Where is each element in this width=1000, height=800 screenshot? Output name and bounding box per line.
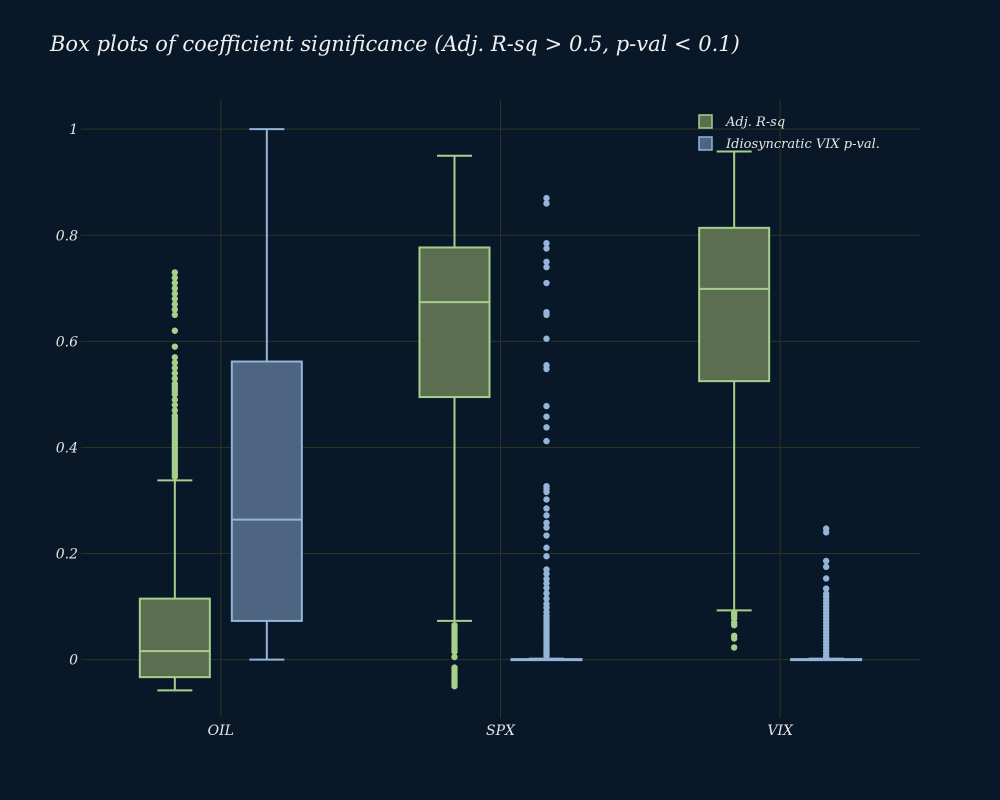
x-tick-label: OIL <box>208 723 234 739</box>
outlier-point <box>543 279 550 287</box>
outlier-point <box>822 529 830 536</box>
outlier-point <box>171 354 179 361</box>
outlier-point <box>543 505 550 512</box>
y-tick-label: 0.6 <box>56 334 78 350</box>
outlier-point <box>171 369 179 377</box>
outlier-point <box>543 532 550 539</box>
box-oil-adj-r-sq <box>138 269 211 692</box>
box-iqr <box>138 597 211 679</box>
y-tick-label: 0.2 <box>56 547 78 563</box>
outlier-point <box>543 544 550 551</box>
outlier-point <box>171 401 179 409</box>
outlier-point <box>451 682 458 690</box>
outlier-point <box>543 437 550 445</box>
outlier-point <box>730 644 738 651</box>
outlier-point <box>543 595 550 602</box>
outlier-point <box>543 335 550 342</box>
outlier-point <box>171 285 179 292</box>
outlier-point <box>543 263 550 271</box>
outlier-point <box>543 580 550 587</box>
outlier-point <box>171 306 179 313</box>
outlier-point <box>171 364 179 372</box>
outlier-point <box>543 402 550 410</box>
outlier-point <box>451 653 458 661</box>
box-iqr <box>698 226 771 383</box>
legend-swatch <box>698 114 713 129</box>
outlier-point <box>171 407 179 414</box>
outlier-point <box>543 584 550 592</box>
outlier-point <box>171 274 179 281</box>
outlier-point <box>543 512 550 519</box>
legend[interactable]: Adj. R-sq Idiosyncratic VIX p-val. <box>698 114 880 152</box>
box-iqr <box>230 360 303 622</box>
y-tick-label: 0 <box>69 653 78 669</box>
chart-title: Box plots of coefficient significance (A… <box>49 32 740 56</box>
outlier-point <box>543 590 550 597</box>
plot-area <box>138 128 863 692</box>
box-vix-adj-r-sq <box>698 150 771 651</box>
outlier-point <box>171 359 179 366</box>
outlier-point <box>171 396 179 403</box>
outlier-point <box>543 496 550 503</box>
outlier-point <box>171 311 179 319</box>
y-tick-label: 0.8 <box>56 228 78 244</box>
outlier-point <box>171 290 179 297</box>
outlier-point <box>171 343 179 350</box>
box-iqr <box>418 246 491 399</box>
outlier-point <box>171 412 179 419</box>
outlier-point <box>543 365 550 373</box>
outlier-point <box>543 652 550 660</box>
outlier-point <box>171 295 179 303</box>
outlier-point <box>543 570 550 577</box>
x-tick-label: VIX <box>767 723 794 739</box>
outlier-point <box>730 635 738 642</box>
outlier-point <box>171 301 179 308</box>
y-tick-label: 1 <box>69 122 78 138</box>
box-spx-vix-p-val <box>510 194 583 662</box>
outlier-point <box>543 240 550 247</box>
outlier-point <box>543 553 550 560</box>
outlier-point <box>822 585 830 592</box>
outlier-point <box>171 269 179 276</box>
outlier-point <box>171 327 179 334</box>
outlier-point <box>543 524 550 531</box>
box-spx-adj-r-sq <box>418 154 491 690</box>
outlier-point <box>171 375 179 382</box>
outlier-point <box>543 311 550 319</box>
outlier-point <box>822 575 830 582</box>
outlier-point <box>543 424 550 431</box>
legend-label: Adj. R-sq <box>725 115 785 130</box>
outlier-point <box>543 413 550 420</box>
outlier-point <box>451 648 458 655</box>
outlier-point <box>543 258 550 265</box>
outlier-point <box>543 519 550 526</box>
x-tick-label: SPX <box>486 723 516 739</box>
outlier-point <box>171 380 179 388</box>
legend-label: Idiosyncratic VIX p-val. <box>725 137 880 152</box>
legend-swatch <box>698 136 713 151</box>
outlier-point <box>543 488 550 496</box>
outlier-point <box>822 653 830 660</box>
outlier-point <box>822 557 830 565</box>
outlier-point <box>171 279 179 287</box>
legend-item[interactable]: Idiosyncratic VIX p-val. <box>698 136 880 152</box>
outlier-point <box>730 621 738 629</box>
outlier-point <box>543 245 550 252</box>
outlier-point <box>543 194 550 202</box>
outlier-point <box>543 200 550 207</box>
box-oil-vix-p-val <box>230 128 303 661</box>
legend-item[interactable]: Adj. R-sq <box>698 114 785 130</box>
outlier-point <box>822 563 830 571</box>
y-tick-label: 0.4 <box>56 440 78 456</box>
gridlines <box>81 100 920 718</box>
axis-ticks: 0 0.2 0.4 0.6 0.8 1 OIL SPX VIX <box>56 122 794 739</box>
box-vix-vix-p-val <box>790 525 863 662</box>
